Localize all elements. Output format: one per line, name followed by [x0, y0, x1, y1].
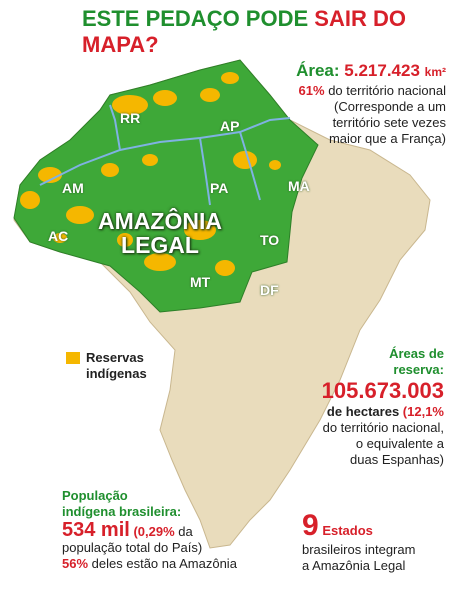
text: do território nacional	[328, 83, 446, 98]
state-label: MT	[190, 274, 211, 290]
percent: (0,29%	[133, 524, 175, 539]
heading: População	[62, 488, 128, 503]
percent: (12,1%	[402, 404, 444, 419]
text: deles estão na Amazônia	[91, 556, 237, 571]
amazon-region	[13, 59, 319, 313]
text: da	[178, 524, 193, 539]
value: 5.217.423	[344, 61, 420, 80]
label: Estados	[322, 523, 373, 538]
population-block: População indígena brasileira: 534 mil (…	[62, 488, 302, 572]
legend-label: indígenas	[86, 366, 147, 381]
state-label: RR	[120, 110, 141, 126]
unit: de hectares	[326, 404, 400, 419]
legend: Reservas indígenas	[86, 350, 147, 382]
legend-swatch	[66, 352, 80, 364]
title-part: SAIR DO MAPA?	[82, 6, 406, 57]
text: do território nacional,	[322, 420, 444, 435]
region-label: AMAZÔNIA	[98, 208, 222, 234]
text: brasileiros integram	[302, 542, 416, 557]
reserves	[20, 72, 281, 276]
text: o equivalente a	[355, 436, 444, 451]
title: ESTE PEDAÇO PODE SAIR DO MAPA?	[82, 6, 456, 58]
state-label: DF	[260, 282, 279, 298]
percent: 61%	[298, 83, 325, 98]
text: duas Espanhas)	[350, 452, 444, 467]
text: (Corresponde a um	[334, 99, 446, 114]
state-label: AC	[48, 228, 69, 244]
percent: 56%	[62, 556, 89, 571]
state-label: TO	[260, 232, 280, 248]
state-label: AP	[220, 118, 240, 134]
value: 9	[302, 509, 319, 542]
text: maior que a França)	[328, 131, 446, 146]
heading: indígena brasileira:	[62, 504, 182, 519]
region-label: LEGAL	[121, 232, 199, 258]
states-count-block: 9 Estados brasileiros integram a Amazôni…	[302, 510, 452, 574]
text: a Amazônia Legal	[302, 558, 406, 573]
state-label: MA	[288, 178, 310, 194]
rivers	[39, 104, 291, 206]
unit: km²	[424, 65, 446, 79]
state-label: AM	[62, 180, 84, 196]
state-label: PA	[210, 180, 229, 196]
text: território sete vezes	[332, 115, 446, 130]
heading: Áreas de	[389, 346, 444, 361]
label: Área:	[296, 61, 340, 80]
heading: reserva:	[393, 362, 444, 377]
area-block: Área: 5.217.423 km² 61% do território na…	[246, 60, 446, 147]
legend-label: Reservas	[86, 350, 144, 365]
value: 105.673.003	[321, 378, 444, 403]
text: população total do País)	[62, 540, 203, 555]
value: 534 mil	[62, 519, 130, 541]
title-part: ESTE PEDAÇO PODE	[82, 6, 309, 31]
reserves-block: Áreas de reserva: 105.673.003 de hectare…	[224, 346, 444, 468]
